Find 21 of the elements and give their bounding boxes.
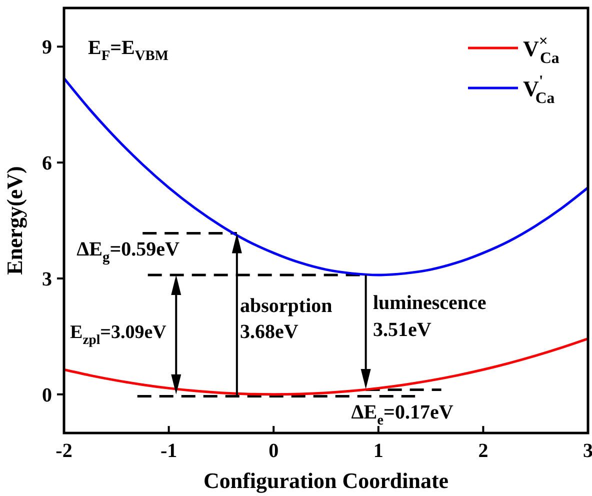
y-tick-label: 0 xyxy=(42,384,52,406)
x-tick-label: 0 xyxy=(268,440,279,462)
annotation: 3.51eV xyxy=(373,319,432,341)
annotation: ΔE$_{e}$=0.17eV xyxy=(351,402,454,429)
annotation: absorption xyxy=(240,295,332,317)
x-tick-label: 1 xyxy=(373,440,384,462)
annotation: ΔE$_{g}$=0.59eV xyxy=(76,238,180,266)
x-tick-label: 2 xyxy=(478,440,488,462)
x-tick-label: -1 xyxy=(160,440,178,462)
line-series xyxy=(64,77,588,276)
annotation: luminescence xyxy=(373,292,486,314)
y-tick-label: 3 xyxy=(42,268,52,290)
x-tick-label: -2 xyxy=(56,440,72,462)
y-tick-label: 6 xyxy=(42,152,52,175)
y-axis-title: Energy(eV) xyxy=(2,166,27,275)
annotation: E$_{F}$=E$_{VBM}$ xyxy=(88,37,169,64)
y-tick-label: 9 xyxy=(42,36,52,59)
annotation: 3.68eV xyxy=(240,321,299,343)
x-axis-title: Configuration Coordinate xyxy=(203,468,449,493)
annotation: E$_{zpl}$=3.09eV xyxy=(70,322,167,347)
x-tick-label: 3 xyxy=(583,440,592,462)
